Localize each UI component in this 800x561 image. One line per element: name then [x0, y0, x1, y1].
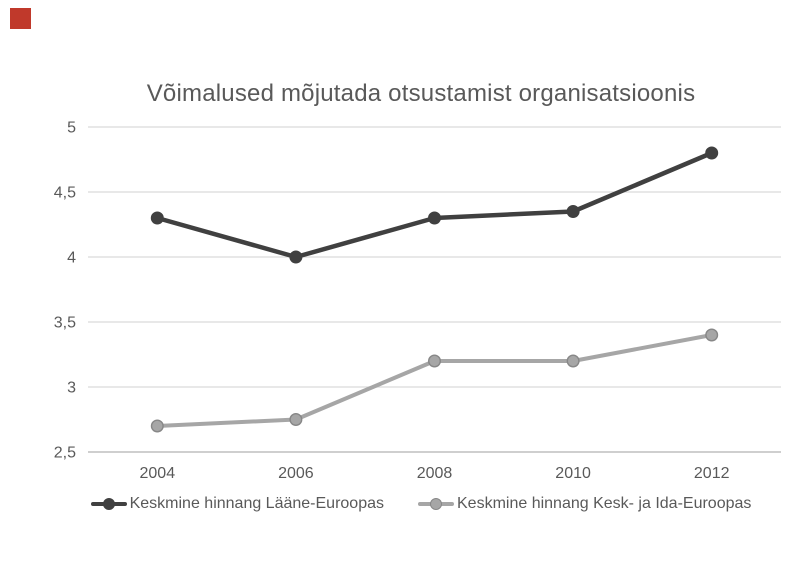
y-axis-tick-label: 4 — [67, 250, 76, 267]
y-axis-tick-label: 2,5 — [54, 445, 76, 462]
circle-marker-icon — [430, 498, 442, 510]
chart-title: Võimalused mõjutada otsustamist organisa… — [146, 80, 696, 107]
y-axis-tick-label: 3,5 — [54, 315, 76, 332]
legend-label: Keskmine hinnang Kesk- ja Ida-Euroopas — [457, 495, 752, 512]
x-axis-tick-label: 2006 — [278, 465, 314, 482]
data-point-marker — [566, 204, 580, 218]
circle-marker-icon — [102, 498, 115, 510]
data-point-marker — [705, 146, 719, 160]
y-axis-tick-label: 3 — [67, 380, 76, 397]
data-point-marker — [289, 250, 303, 264]
legend-label: Keskmine hinnang Lääne-Euroopas — [129, 495, 384, 512]
legend-item-laane-euroopas: Keskmine hinnang Lääne-Euroopas — [90, 495, 384, 513]
data-point-marker — [428, 354, 442, 368]
data-point-marker — [566, 354, 580, 368]
data-point-marker — [150, 419, 164, 433]
legend-line-marker-icon — [418, 497, 454, 511]
red-square-marker — [10, 8, 31, 29]
series-line-0 — [155, 150, 714, 260]
x-axis-tick-label: 2010 — [555, 465, 591, 482]
y-axis-tick-label: 4,5 — [54, 185, 76, 202]
data-point-marker — [428, 211, 442, 225]
series-line-1 — [155, 333, 714, 428]
y-axis-tick-label: 5 — [67, 120, 76, 137]
data-point-marker — [289, 413, 303, 427]
x-axis-tick-label: 2004 — [140, 465, 176, 482]
x-axis-tick-label: 2012 — [694, 465, 730, 482]
legend-item-kesk-ja-ida-euroopas: Keskmine hinnang Kesk- ja Ida-Euroopas — [418, 495, 751, 513]
legend-line-marker-icon — [90, 497, 127, 511]
data-point-marker — [705, 328, 719, 342]
chart-legend: Keskmine hinnang Lääne-Euroopas Keskmine… — [42, 495, 800, 513]
data-point-marker — [150, 211, 164, 225]
x-axis-tick-label: 2008 — [417, 465, 453, 482]
